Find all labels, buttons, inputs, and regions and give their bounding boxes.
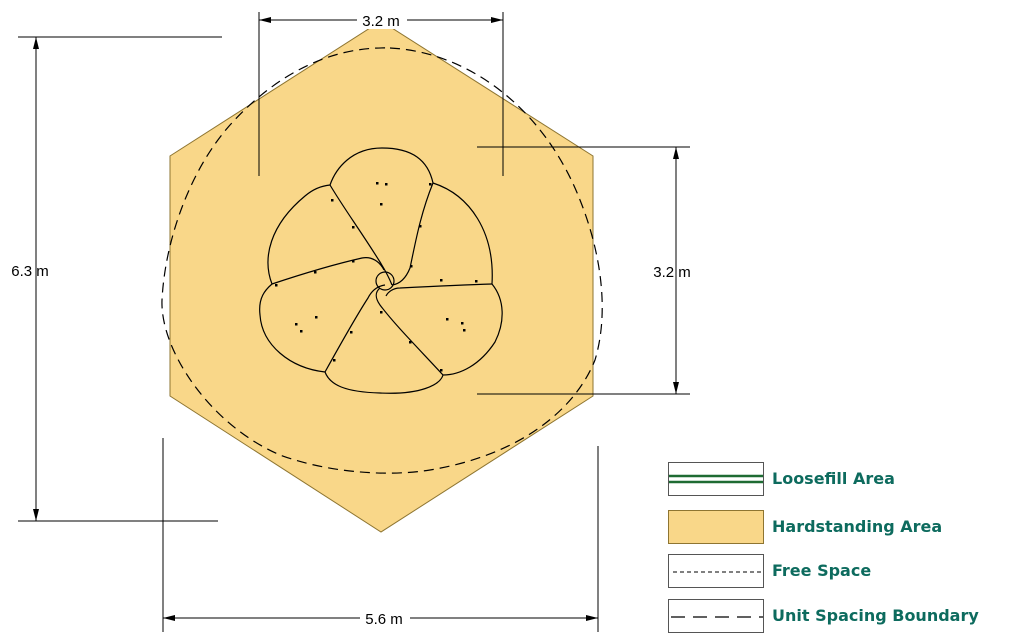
dimension-lines [18, 12, 690, 632]
hardstanding-area-hexagon [169, 20, 594, 533]
dim-top-width-label: 3.2 m [362, 13, 400, 30]
unit-spacing-swatch [668, 599, 764, 633]
play-unit-hub [375, 271, 395, 291]
segment-divider-2 [391, 182, 434, 286]
play-unit-flower [259, 147, 503, 394]
segment-divider-3 [385, 283, 493, 297]
fixing-point-markers [275, 182, 478, 372]
dimension-arrowheads [33, 17, 679, 621]
free-space-swatch [668, 554, 764, 588]
loosefill-swatch [668, 462, 764, 496]
legend-label-loosefill: Loosefill Area [772, 469, 895, 488]
legend-item-unit-spacing: Unit Spacing Boundary [668, 599, 1018, 635]
dim-right-height-label: 3.2 m [653, 264, 691, 281]
legend-label-unit-spacing: Unit Spacing Boundary [772, 606, 979, 625]
segment-divider-6 [271, 257, 385, 285]
segment-divider-1 [329, 184, 393, 286]
hardstanding-swatch [668, 510, 764, 544]
dim-left-height-label: 6.3 m [11, 263, 49, 280]
legend-label-hardstanding: Hardstanding Area [772, 517, 943, 536]
dim-bottom-label-bg [360, 610, 410, 626]
legend-label-free-space: Free Space [772, 561, 872, 580]
legend-item-loosefill: Loosefill Area [668, 462, 1018, 498]
segment-divider-4 [375, 287, 444, 376]
legend-item-free-space: Free Space [668, 554, 1018, 590]
legend-item-hardstanding: Hardstanding Area [668, 510, 1018, 546]
dim-bottom-width-label: 5.6 m [365, 611, 403, 628]
unit-spacing-boundary [161, 47, 603, 474]
dim-top-label-bg [357, 13, 407, 29]
play-unit-outline [259, 147, 503, 394]
